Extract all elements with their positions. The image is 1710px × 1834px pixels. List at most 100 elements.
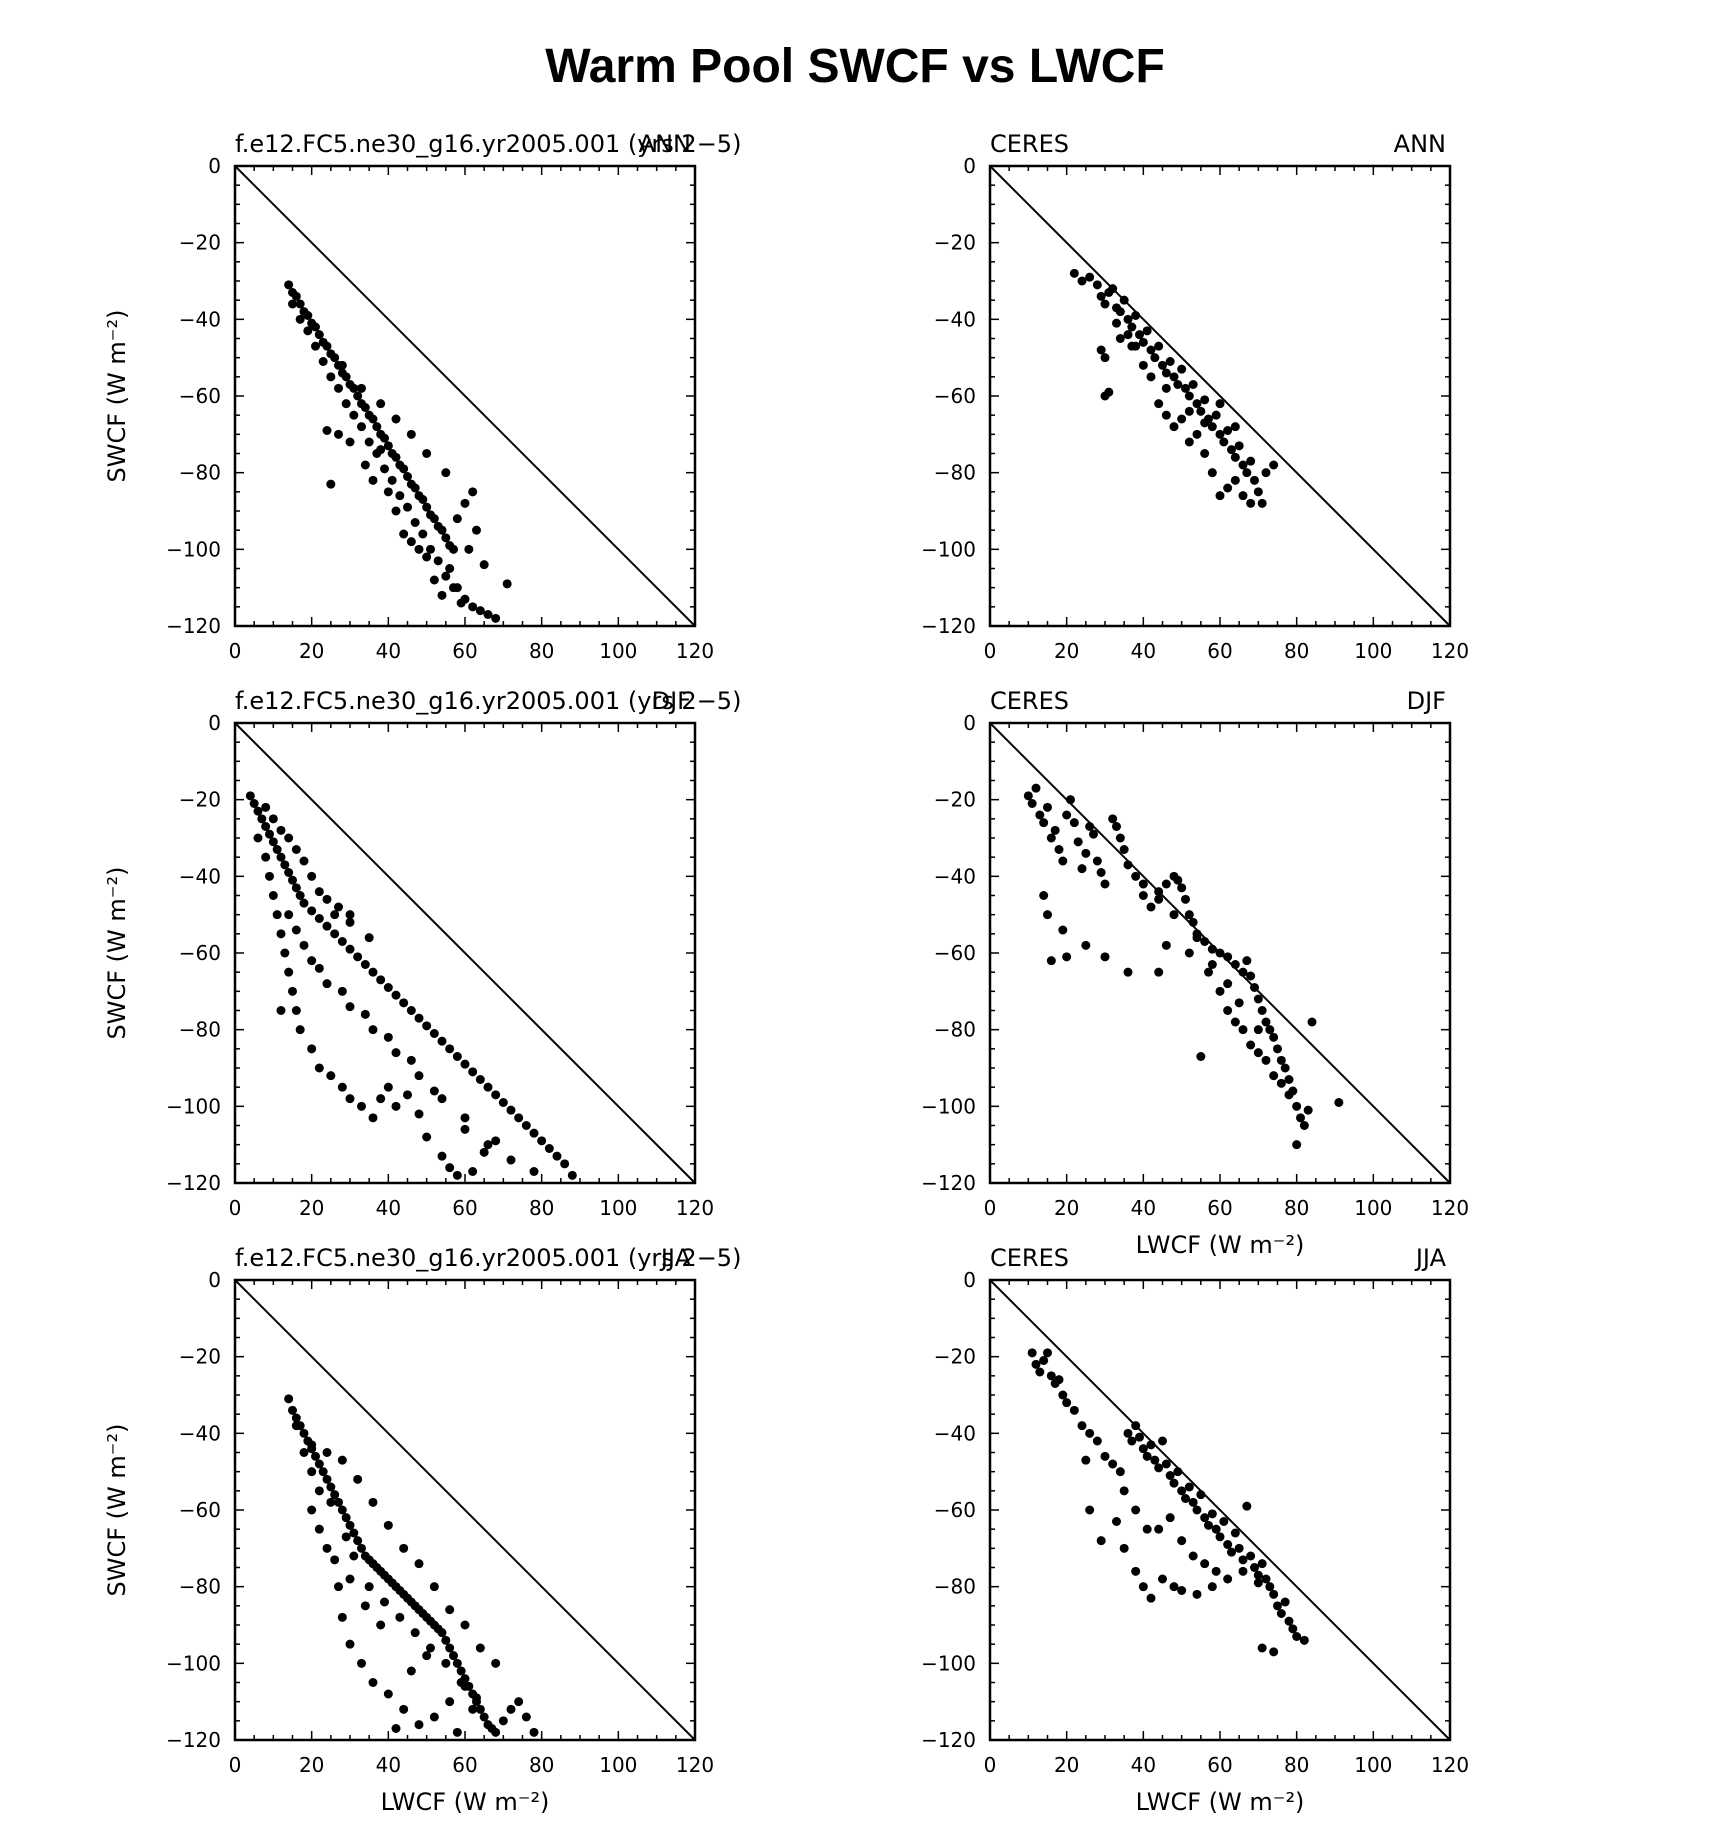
scatter-point [334, 429, 343, 439]
scatter-point [1135, 330, 1144, 340]
scatter-point [1238, 967, 1248, 977]
scatter-point [1230, 960, 1240, 969]
y-tick-label: −120 [921, 614, 976, 638]
y-tick-label: −80 [934, 461, 976, 485]
scatter-point [1100, 1451, 1110, 1461]
scatter-point [429, 1029, 439, 1038]
scatter-point [1269, 1071, 1279, 1081]
scatter-point [452, 583, 462, 593]
scatter-point [1292, 1632, 1302, 1641]
scatter-point [1177, 1536, 1187, 1546]
x-axis-label: LWCF (W m⁻²) [1136, 1231, 1305, 1259]
scatter-point [406, 429, 416, 439]
scatter-point [391, 990, 401, 1000]
scatter-point [418, 529, 428, 539]
panel-left-label: CERES [990, 130, 1069, 158]
scatter-point [291, 1413, 301, 1423]
scatter-point [1142, 1451, 1152, 1461]
scatter-point [1104, 387, 1114, 397]
scatter-point [295, 314, 305, 324]
scatter-point [552, 1151, 562, 1161]
scatter-point [1115, 334, 1125, 343]
scatter-point [1307, 1017, 1317, 1027]
x-tick-label: 60 [1207, 1753, 1232, 1777]
scatter-point [1223, 426, 1233, 435]
scatter-point [1027, 1348, 1037, 1358]
y-tick-label: −100 [166, 1094, 221, 1118]
scatter-point [1161, 940, 1171, 950]
x-tick-label: 80 [1284, 1753, 1309, 1777]
scatter-point [1246, 498, 1256, 508]
scatter-point [337, 1505, 347, 1515]
scatter-point [422, 552, 432, 562]
scatter-point [1242, 468, 1252, 478]
scatter-point [1031, 783, 1041, 793]
scatter-point [441, 533, 451, 543]
y-tick-label: 0 [208, 1268, 221, 1292]
x-tick-label: 100 [1354, 1753, 1392, 1777]
scatter-point [426, 1643, 435, 1653]
scatter-point [380, 464, 389, 474]
scatter-point [1085, 1428, 1095, 1438]
x-tick-label: 80 [529, 1753, 554, 1777]
scatter-point [1192, 1589, 1202, 1599]
scatter-point [1043, 802, 1052, 812]
scatter-point [1204, 1520, 1213, 1530]
scatter-point [1223, 1540, 1233, 1549]
scatter-point [406, 1666, 416, 1676]
scatter-point [1181, 894, 1190, 904]
y-tick-label: 0 [963, 711, 976, 735]
y-tick-label: −40 [179, 1421, 221, 1445]
scatter-point [437, 1036, 447, 1046]
scatter-point [1296, 1113, 1305, 1123]
scatter-point [357, 1658, 366, 1668]
y-tick-label: −80 [934, 1575, 976, 1599]
scatter-point [1250, 475, 1259, 485]
scatter-point [1257, 498, 1267, 508]
scatter-point [376, 975, 386, 985]
panel-season-label: ANN [1394, 130, 1446, 158]
scatter-point [1050, 825, 1060, 835]
scatter-point [1092, 1436, 1102, 1446]
scatter-point [1200, 449, 1210, 458]
scatter-point [368, 1113, 378, 1123]
scatter-point [399, 998, 409, 1008]
scatter-point [1234, 1543, 1244, 1553]
scatter-point [1207, 944, 1217, 954]
scatter-point [349, 410, 359, 420]
scatter-point [460, 1113, 470, 1123]
scatter-point [383, 1032, 393, 1042]
y-tick-label: −60 [179, 384, 221, 408]
scatter-point [341, 372, 351, 382]
scatter-point [1146, 1593, 1156, 1603]
scatter-point [1154, 967, 1164, 977]
scatter-point [288, 299, 297, 309]
scatter-point [460, 1620, 470, 1630]
scatter-point [322, 1543, 332, 1553]
scatter-point [414, 1109, 424, 1119]
scatter-point [1069, 268, 1079, 278]
scatter-point [437, 525, 447, 535]
scatter-point [506, 1704, 516, 1714]
x-tick-label: 0 [984, 639, 997, 663]
scatter-point [1112, 822, 1121, 831]
scatter-point [1196, 1052, 1206, 1061]
y-tick-label: −40 [934, 307, 976, 331]
y-tick-label: −120 [921, 1171, 976, 1195]
scatter-point [567, 1170, 577, 1180]
scatter-point [1046, 833, 1056, 843]
scatter-point [284, 833, 294, 843]
scatter-point [1269, 1589, 1279, 1599]
y-tick-label: 0 [208, 154, 221, 178]
y-tick-label: −80 [179, 1018, 221, 1042]
scatter-point [1196, 406, 1206, 416]
scatter-point [1211, 410, 1221, 420]
scatter-point [452, 1052, 462, 1061]
scatter-point [1081, 848, 1091, 858]
scatter-point [506, 1105, 516, 1115]
scatter-point [334, 383, 343, 393]
scatter-point [1115, 1467, 1125, 1477]
x-tick-label: 60 [452, 1753, 477, 1777]
scatter-point [1200, 1559, 1210, 1569]
scatter-point [337, 986, 347, 996]
